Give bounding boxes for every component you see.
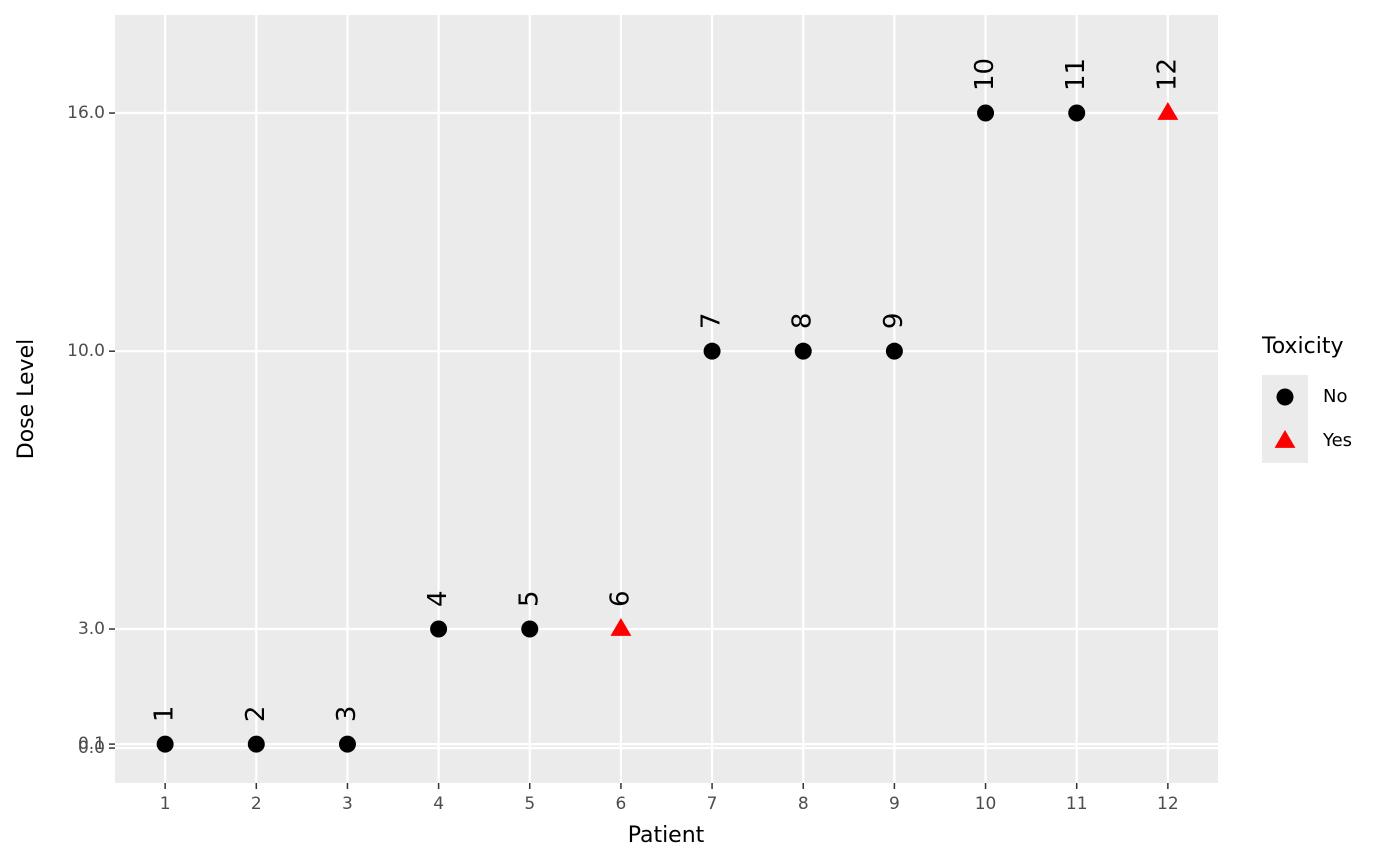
x-axis-title: Patient [628, 823, 705, 848]
x-tick-label: 8 [798, 794, 809, 814]
point [703, 342, 721, 360]
point [1068, 104, 1086, 122]
point-label: 10 [970, 58, 1000, 91]
legend-title: Toxicity [1261, 334, 1343, 359]
point-label: 4 [423, 590, 453, 607]
point-label: 8 [788, 313, 818, 330]
point-label: 2 [241, 706, 271, 723]
y-tick-label: 16.0 [67, 103, 105, 123]
x-tick-label: 3 [342, 794, 353, 814]
point-label: 5 [514, 590, 544, 607]
point-label: 7 [697, 313, 727, 330]
x-tick-label: 6 [616, 794, 627, 814]
point-label: 3 [332, 706, 362, 723]
y-tick-label: 3.0 [78, 619, 105, 639]
point-label: 12 [1152, 58, 1182, 91]
point-label: 9 [879, 313, 909, 330]
point [977, 104, 995, 122]
x-tick-label: 5 [524, 794, 535, 814]
point-label: 1 [150, 706, 180, 723]
point [430, 620, 448, 638]
point [247, 735, 265, 753]
x-tick-label: 9 [889, 794, 900, 814]
x-tick-label: 2 [251, 794, 262, 814]
point [338, 735, 356, 753]
x-tick-label: 1 [160, 794, 171, 814]
panel [115, 15, 1218, 783]
point [521, 620, 539, 638]
point [885, 342, 903, 360]
y-tick-label: 10.0 [67, 341, 105, 361]
y-axis-title: Dose Level [14, 339, 39, 459]
point [610, 618, 632, 636]
legend-key [1276, 388, 1294, 406]
point [1157, 102, 1179, 120]
point [156, 735, 174, 753]
point-label: 11 [1061, 58, 1091, 91]
y-tick-label: 0.1 [78, 734, 105, 754]
point [794, 342, 812, 360]
x-tick-label: 4 [433, 794, 444, 814]
x-tick-label: 11 [1066, 794, 1088, 814]
x-tick-label: 12 [1157, 794, 1179, 814]
x-tick-label: 7 [707, 794, 718, 814]
point-label: 6 [605, 590, 635, 607]
legend-key [1274, 430, 1296, 448]
y-tick-label: 0.0 [78, 738, 105, 758]
legend-label: Yes [1322, 430, 1352, 451]
x-tick-label: 10 [975, 794, 997, 814]
legend-label: No [1323, 386, 1347, 407]
